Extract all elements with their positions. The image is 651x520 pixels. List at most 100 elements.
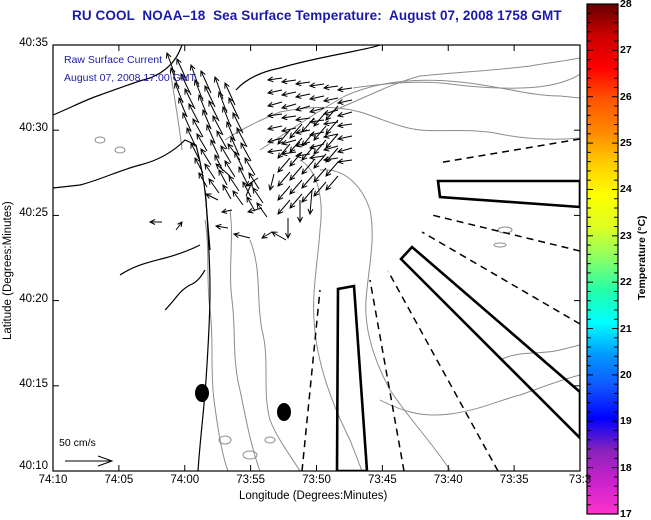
current-vector — [246, 196, 256, 212]
bathy-contour-blob-4 — [242, 450, 258, 460]
current-vector — [266, 125, 283, 131]
current-vector — [322, 84, 339, 91]
current-vector — [336, 122, 353, 129]
transect-lines — [301, 138, 580, 471]
colorbar-tick-label: 24 — [620, 183, 632, 196]
current-vector — [301, 145, 315, 161]
current-vector — [200, 148, 212, 166]
current-vector — [202, 108, 212, 130]
current-label: Raw Surface Current — [64, 54, 163, 66]
current-vector — [224, 81, 236, 106]
transect-line-2 — [369, 279, 405, 471]
current-vector — [294, 116, 311, 123]
current-vector — [261, 231, 273, 239]
current-vector — [244, 157, 256, 176]
scale-arrow-label: 50 cm/s — [59, 437, 96, 449]
colorbar-tick-label: 20 — [620, 368, 632, 381]
current-vector — [280, 103, 297, 110]
bathy-contour-north-1 — [352, 73, 580, 89]
current-vector — [325, 175, 339, 191]
x-tick-label: 74:10 — [38, 474, 68, 486]
coastline-inner — [204, 189, 211, 251]
current-vector — [266, 76, 283, 83]
current-vector — [313, 139, 327, 155]
current-vector — [232, 232, 251, 239]
colorbar-tick-label: 26 — [620, 90, 632, 103]
current-vector — [198, 172, 208, 188]
current-vector — [214, 223, 229, 230]
colorbar-tick-label: 23 — [620, 229, 632, 242]
current-vector — [280, 127, 297, 133]
current-vector — [245, 177, 259, 187]
survey-box-east — [436, 179, 580, 209]
current-vector — [226, 120, 236, 142]
current-vector — [266, 112, 283, 119]
current-vector — [232, 112, 244, 134]
current-vector — [277, 157, 291, 173]
current-vector — [190, 142, 200, 160]
current-vector — [148, 219, 162, 225]
current-vector — [289, 165, 303, 181]
x-tick-label: 73:55 — [236, 474, 266, 486]
current-vector — [165, 51, 176, 76]
bathy-contour-mid-3 — [299, 159, 363, 471]
current-vector — [325, 133, 339, 149]
current-vector — [307, 189, 314, 216]
x-tick-label: 73:35 — [499, 474, 529, 486]
current-vector — [227, 143, 241, 161]
current-vector — [188, 103, 200, 124]
current-vector — [205, 193, 219, 201]
bathymetry-contours — [94, 57, 580, 471]
bathy-contour-blob-7 — [493, 242, 507, 248]
current-vector — [220, 208, 233, 214]
y-tick-label: 40:35 — [19, 37, 48, 49]
current-vector — [289, 193, 303, 209]
current-vector — [285, 218, 291, 240]
axis-ticks — [53, 45, 580, 471]
current-vector — [192, 118, 204, 138]
current-vector — [289, 179, 303, 195]
x-tick-label: 73:3 — [568, 474, 592, 486]
current-vector — [336, 86, 353, 93]
scale-arrow — [65, 455, 114, 467]
current-vector — [301, 131, 315, 147]
station-marker-2 — [277, 403, 291, 421]
current-vector — [308, 107, 325, 114]
survey-box-diagonal — [399, 245, 580, 440]
current-vector — [266, 148, 283, 155]
current-vector — [289, 123, 303, 139]
current-vector — [216, 130, 228, 150]
colorbar-tick-label: 19 — [620, 415, 632, 428]
current-vector — [208, 100, 220, 122]
current-vector — [180, 72, 192, 96]
current-vector — [313, 181, 327, 197]
transect-line-5 — [431, 214, 580, 252]
bathy-contour-mid-1 — [224, 106, 580, 141]
current-vector — [194, 157, 204, 174]
colorbar-tick-label: 22 — [620, 276, 632, 289]
current-vector — [252, 187, 264, 204]
bathy-contour-shelf-1 — [229, 209, 261, 471]
current-vector — [206, 123, 216, 144]
current-vector — [294, 80, 311, 87]
coastline-spit — [235, 45, 381, 91]
y-tick-label: 40:15 — [19, 377, 48, 390]
current-vector — [325, 119, 339, 135]
current-vector — [289, 151, 303, 167]
bathy-contour-blob-1 — [94, 136, 106, 144]
surface-current-vectors — [148, 51, 353, 241]
current-vector — [308, 82, 325, 89]
x-tick-label: 73:45 — [367, 474, 397, 486]
current-vector — [277, 143, 291, 159]
current-vector — [294, 105, 311, 112]
current-vector — [308, 154, 325, 161]
current-vector — [208, 178, 220, 194]
x-tick-label: 74:00 — [170, 474, 200, 486]
colorbar-tick-label: 18 — [620, 461, 632, 474]
current-vector — [189, 63, 200, 88]
current-vector — [266, 89, 283, 95]
current-vector — [215, 163, 231, 177]
current-vector — [242, 181, 252, 198]
coastline — [53, 45, 381, 471]
